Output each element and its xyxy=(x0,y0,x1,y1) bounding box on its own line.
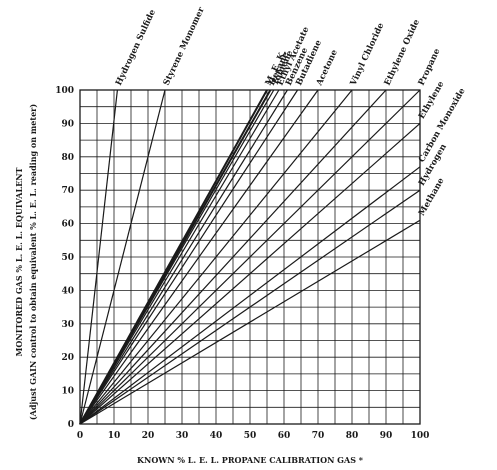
series-line-ethyl-acetate xyxy=(79,89,280,425)
y-tick-label: 0 xyxy=(68,420,74,430)
y-tick-labels: 0 10 20 30 40 50 60 70 80 90 100 xyxy=(55,86,74,430)
plot-frame xyxy=(79,89,421,425)
series-label-styrene-monomer: Styrene Monomer xyxy=(162,5,207,87)
series-line-hydrogen-sulfide xyxy=(79,89,118,425)
y-tick-label: 30 xyxy=(61,320,74,330)
y-axis-title: MONITORED GAS % L. E. L. EQUIVALENT xyxy=(14,168,24,357)
series-line-carbon-monoxide xyxy=(79,166,421,425)
y-tick-label: 20 xyxy=(61,353,74,363)
series-line-benzene xyxy=(79,89,288,425)
series-line-acetone xyxy=(79,89,319,425)
series-line-ethylene-oxide xyxy=(79,89,387,425)
y-tick-label: 40 xyxy=(61,286,74,296)
y-tick-label: 100 xyxy=(55,86,74,96)
y-tick-label: 70 xyxy=(61,186,74,196)
series-line-hydrogen xyxy=(79,189,421,425)
y-axis-subtitle: (Adjust GAIN control to obtain equivalen… xyxy=(28,104,38,421)
x-tick-label: 40 xyxy=(210,431,223,441)
x-axis-title: KNOWN % L. E. L. PROPANE CALIBRATION GAS… xyxy=(137,455,364,465)
x-tick-label: 20 xyxy=(142,431,155,441)
series-labels: Hydrogen Sulfide Styrene Monomer M. E. K.H… xyxy=(114,5,468,217)
x-tick-label: 30 xyxy=(176,431,189,441)
series-line-propane xyxy=(79,89,421,425)
y-tick-label: 50 xyxy=(61,253,74,263)
series-line-butadiene xyxy=(79,89,299,425)
series-line-methane xyxy=(79,219,421,425)
series-label-vinyl-chloride: Vinyl Chloride xyxy=(348,21,386,88)
x-tick-label: 0 xyxy=(77,431,83,441)
series-line-styrene-monomer xyxy=(79,89,166,425)
x-tick-label: 80 xyxy=(346,431,359,441)
y-tick-label: 90 xyxy=(61,119,74,129)
y-tick-label: 60 xyxy=(61,220,74,230)
x-tick-label: 100 xyxy=(411,431,430,441)
x-tick-label: 10 xyxy=(108,431,121,441)
series-lines xyxy=(79,89,421,425)
x-tick-label: 70 xyxy=(312,431,325,441)
series-line-vinyl-chloride xyxy=(79,89,353,425)
series-label-hydrogen-sulfide: Hydrogen Sulfide xyxy=(114,8,158,88)
x-tick-label: 60 xyxy=(278,431,291,441)
series-line-toluene xyxy=(79,89,275,425)
series-label-ethylene-oxide: Ethylene Oxide xyxy=(383,17,423,87)
series-line-ethylene xyxy=(79,122,421,425)
y-tick-label: 80 xyxy=(61,153,74,163)
x-tick-label: 90 xyxy=(380,431,393,441)
y-tick-label: 10 xyxy=(61,387,74,397)
x-tick-labels: 0 10 20 30 40 50 60 70 80 90 100 xyxy=(77,431,430,441)
x-tick-label: 50 xyxy=(244,431,257,441)
